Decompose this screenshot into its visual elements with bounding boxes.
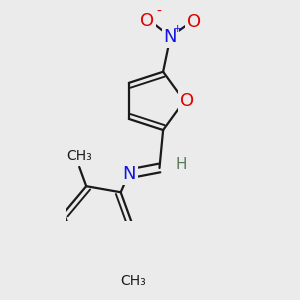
Text: CH₃: CH₃ (120, 274, 146, 288)
Text: N: N (164, 28, 177, 46)
Text: N: N (122, 165, 136, 183)
Text: +: + (173, 24, 182, 34)
Text: O: O (140, 12, 154, 30)
Text: H: H (176, 157, 187, 172)
Text: O: O (187, 13, 201, 31)
Text: CH₃: CH₃ (66, 149, 92, 163)
Text: -: - (156, 5, 161, 19)
Text: O: O (180, 92, 194, 110)
